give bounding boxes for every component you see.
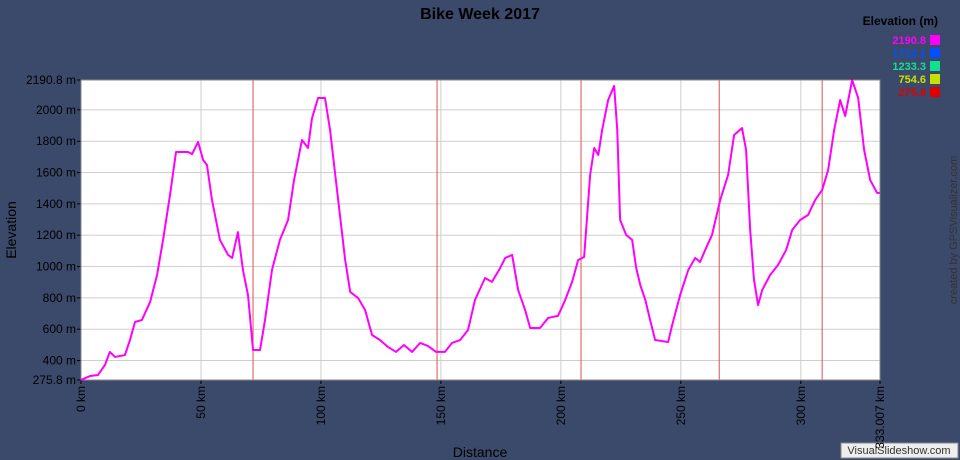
x-tick-label: 0 km [74, 386, 88, 412]
y-tick-label: 1000 m [36, 260, 76, 274]
legend-title: Elevation (m) [863, 14, 938, 28]
x-tick-label: 333.007 km [873, 386, 887, 449]
y-tick-label: 2000 m [36, 103, 76, 117]
y-tick-label: 800 m [43, 291, 76, 305]
y-tick-label: 1600 m [36, 166, 76, 180]
chart-title: Bike Week 2017 [420, 6, 540, 23]
legend-label: 754.6 [898, 74, 926, 86]
legend-swatch [930, 48, 940, 58]
legend-swatch [930, 35, 940, 45]
credit: created by GPSVisualizer.com [948, 156, 960, 304]
x-tick-label: 150 km [434, 386, 448, 425]
watermark-box [840, 442, 959, 459]
x-tick-label: 250 km [674, 386, 688, 425]
y-tick-label: 1800 m [36, 134, 76, 148]
y-tick-label: 1400 m [36, 197, 76, 211]
legend-label: 1233.3 [892, 61, 926, 73]
legend-label: 1712.1 [892, 48, 926, 60]
legend-swatch [930, 61, 940, 71]
y-tick-label: 400 m [43, 354, 76, 368]
plot-area [81, 80, 880, 380]
y-axis-label: Elevation [3, 201, 19, 259]
x-tick-label: 100 km [314, 386, 328, 425]
y-tick-label: 275.8 m [33, 373, 76, 387]
x-tick-label: 300 km [794, 386, 808, 425]
x-tick-label: 200 km [554, 386, 568, 425]
watermark: VisualSlideshow.com [847, 445, 950, 457]
legend-swatch [930, 74, 940, 84]
elevation-line [80, 79, 880, 381]
x-axis-label: Distance [453, 444, 508, 460]
legend-label: 275.8 [898, 87, 926, 99]
x-tick-label: 50 km [194, 386, 208, 419]
y-tick-label: 1200 m [36, 228, 76, 242]
y-tick-label: 2190.8 m [26, 73, 76, 87]
y-tick-label: 600 m [43, 322, 76, 336]
legend-swatch [930, 87, 940, 97]
plot-border [80, 79, 881, 381]
legend-label: 2190.8 [892, 35, 926, 47]
